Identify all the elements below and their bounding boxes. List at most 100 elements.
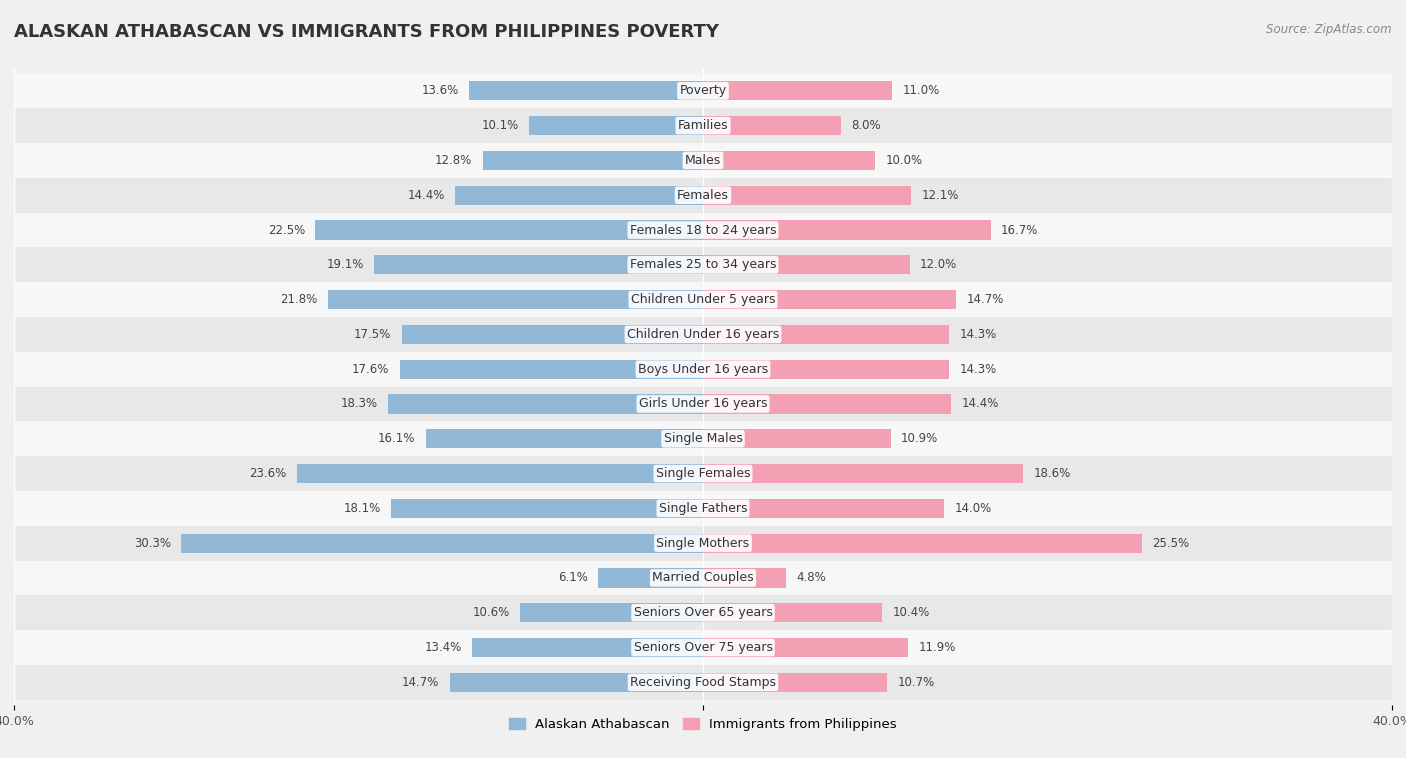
Text: Source: ZipAtlas.com: Source: ZipAtlas.com — [1267, 23, 1392, 36]
Text: 11.0%: 11.0% — [903, 84, 941, 97]
Text: 10.1%: 10.1% — [481, 119, 519, 132]
Bar — [14, 212, 1392, 247]
Bar — [703, 116, 841, 135]
Bar — [14, 561, 1392, 595]
Bar — [450, 673, 703, 692]
Text: Females: Females — [678, 189, 728, 202]
Bar — [598, 568, 703, 587]
Text: Females 18 to 24 years: Females 18 to 24 years — [630, 224, 776, 236]
Text: Males: Males — [685, 154, 721, 167]
Legend: Alaskan Athabascan, Immigrants from Philippines: Alaskan Athabascan, Immigrants from Phil… — [503, 713, 903, 737]
Bar — [14, 526, 1392, 561]
Bar — [14, 456, 1392, 491]
Bar — [456, 186, 703, 205]
Text: 13.4%: 13.4% — [425, 641, 461, 654]
Text: 23.6%: 23.6% — [249, 467, 287, 480]
Bar — [703, 186, 911, 205]
Text: Single Males: Single Males — [664, 432, 742, 445]
Text: 10.6%: 10.6% — [472, 606, 510, 619]
Bar — [14, 491, 1392, 526]
Bar — [297, 464, 703, 483]
Text: 18.3%: 18.3% — [340, 397, 377, 411]
Text: 17.6%: 17.6% — [352, 362, 389, 376]
Text: 14.3%: 14.3% — [960, 362, 997, 376]
Text: 16.7%: 16.7% — [1001, 224, 1039, 236]
Bar — [391, 499, 703, 518]
Bar — [14, 352, 1392, 387]
Text: 10.7%: 10.7% — [897, 676, 935, 689]
Bar — [703, 603, 882, 622]
Text: ALASKAN ATHABASCAN VS IMMIGRANTS FROM PHILIPPINES POVERTY: ALASKAN ATHABASCAN VS IMMIGRANTS FROM PH… — [14, 23, 718, 41]
Bar — [703, 255, 910, 274]
Bar — [482, 151, 703, 170]
Bar — [328, 290, 703, 309]
Text: 8.0%: 8.0% — [851, 119, 880, 132]
Bar — [472, 638, 703, 657]
Bar — [14, 74, 1392, 108]
Text: 17.5%: 17.5% — [354, 328, 391, 341]
Text: 12.0%: 12.0% — [920, 258, 957, 271]
Text: Single Females: Single Females — [655, 467, 751, 480]
Bar — [703, 359, 949, 379]
Bar — [181, 534, 703, 553]
Bar — [315, 221, 703, 240]
Bar — [520, 603, 703, 622]
Bar — [14, 247, 1392, 282]
Bar — [703, 464, 1024, 483]
Bar — [529, 116, 703, 135]
Text: 19.1%: 19.1% — [326, 258, 364, 271]
Text: Seniors Over 75 years: Seniors Over 75 years — [634, 641, 772, 654]
Text: 30.3%: 30.3% — [134, 537, 170, 550]
Text: 13.6%: 13.6% — [422, 84, 458, 97]
Bar — [399, 359, 703, 379]
Text: Poverty: Poverty — [679, 84, 727, 97]
Text: Children Under 5 years: Children Under 5 years — [631, 293, 775, 306]
Text: Families: Families — [678, 119, 728, 132]
Bar — [703, 151, 875, 170]
Bar — [703, 638, 908, 657]
Bar — [703, 534, 1142, 553]
Bar — [703, 394, 950, 414]
Bar — [14, 143, 1392, 178]
Text: Seniors Over 65 years: Seniors Over 65 years — [634, 606, 772, 619]
Text: 6.1%: 6.1% — [558, 572, 588, 584]
Text: Girls Under 16 years: Girls Under 16 years — [638, 397, 768, 411]
Text: Children Under 16 years: Children Under 16 years — [627, 328, 779, 341]
Text: Females 25 to 34 years: Females 25 to 34 years — [630, 258, 776, 271]
Text: Boys Under 16 years: Boys Under 16 years — [638, 362, 768, 376]
Text: 12.1%: 12.1% — [922, 189, 959, 202]
Bar — [14, 421, 1392, 456]
Text: 14.0%: 14.0% — [955, 502, 991, 515]
Bar — [14, 108, 1392, 143]
Text: 10.9%: 10.9% — [901, 432, 938, 445]
Bar — [703, 290, 956, 309]
Text: 10.0%: 10.0% — [886, 154, 922, 167]
Text: 11.9%: 11.9% — [918, 641, 956, 654]
Bar — [14, 387, 1392, 421]
Bar — [14, 282, 1392, 317]
Bar — [388, 394, 703, 414]
Bar — [14, 317, 1392, 352]
Bar — [703, 429, 891, 448]
Bar — [703, 673, 887, 692]
Text: 10.4%: 10.4% — [893, 606, 929, 619]
Text: Receiving Food Stamps: Receiving Food Stamps — [630, 676, 776, 689]
Text: 18.1%: 18.1% — [343, 502, 381, 515]
Text: 12.8%: 12.8% — [434, 154, 472, 167]
Text: 16.1%: 16.1% — [378, 432, 415, 445]
Bar — [703, 325, 949, 344]
Text: 14.3%: 14.3% — [960, 328, 997, 341]
Bar — [14, 178, 1392, 212]
Text: 18.6%: 18.6% — [1033, 467, 1071, 480]
Bar — [374, 255, 703, 274]
Bar — [14, 665, 1392, 700]
Text: 21.8%: 21.8% — [280, 293, 318, 306]
Bar — [703, 81, 893, 100]
Text: 22.5%: 22.5% — [269, 224, 305, 236]
Bar — [14, 595, 1392, 630]
Bar — [468, 81, 703, 100]
Text: Single Fathers: Single Fathers — [659, 502, 747, 515]
Text: 25.5%: 25.5% — [1153, 537, 1189, 550]
Text: Married Couples: Married Couples — [652, 572, 754, 584]
Bar — [402, 325, 703, 344]
